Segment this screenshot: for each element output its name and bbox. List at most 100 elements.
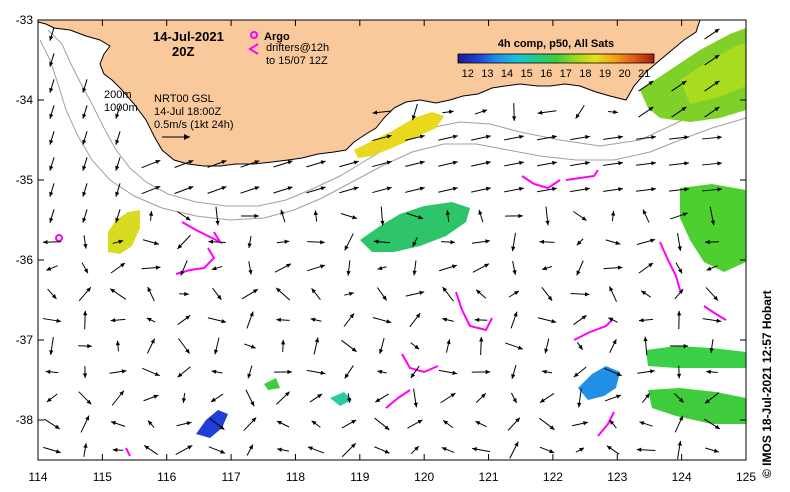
current-arrow [438, 186, 458, 193]
current-arrow [46, 265, 58, 271]
current-arrow [472, 447, 490, 453]
drifter-track [521, 175, 561, 190]
current-arrow [412, 260, 417, 276]
current-arrow [83, 235, 88, 249]
current-arrow [340, 213, 358, 220]
current-arrow [677, 232, 682, 252]
y-tick-label: -33 [16, 13, 34, 27]
current-arrow [212, 287, 222, 301]
current-arrow [475, 289, 487, 299]
current-arrow [539, 239, 555, 244]
current-arrow [511, 232, 516, 252]
drifter-track [659, 241, 681, 291]
current-arrow [49, 27, 55, 41]
current-arrow [339, 160, 359, 168]
sst-patch-kangaroo [354, 112, 444, 158]
current-arrow [675, 262, 683, 274]
current-arrow [478, 209, 484, 223]
current-arrow [341, 419, 357, 429]
current-arrow [81, 262, 89, 274]
current-arrow [46, 393, 58, 403]
current-arrow [504, 134, 524, 141]
current-arrow [245, 389, 255, 407]
current-arrow [45, 369, 59, 374]
current-arrow [410, 342, 420, 350]
current-arrow [541, 369, 553, 375]
current-arrow [603, 135, 623, 140]
current-arrow [406, 212, 424, 220]
current-arrow [115, 183, 121, 197]
current-arrow [606, 445, 620, 455]
current-arrow [43, 446, 61, 454]
current-arrow [508, 290, 520, 298]
sst-patch-east-south [646, 346, 746, 368]
current-arrow [674, 393, 684, 403]
current-arrow [82, 209, 88, 223]
current-arrow [576, 342, 584, 350]
current-arrow [141, 265, 161, 270]
contour-200m [47, 29, 747, 207]
current-arrow [344, 365, 354, 379]
current-arrow [276, 239, 290, 244]
current-arrow [703, 418, 721, 430]
current-arrow [247, 365, 253, 379]
current-arrow [78, 391, 92, 405]
velocity-time: 14-Jul 18:00Z [154, 106, 222, 118]
current-arrow [147, 286, 155, 302]
drifter-track [597, 411, 615, 437]
current-arrow [609, 286, 617, 302]
current-arrow [306, 264, 326, 272]
current-arrow [177, 315, 191, 325]
colorbar-tick-label: 19 [599, 68, 611, 80]
current-arrow [174, 186, 194, 194]
current-arrow [412, 237, 418, 247]
current-arrow [407, 419, 423, 429]
current-arrow [49, 183, 55, 197]
current-arrow [141, 185, 161, 195]
current-arrow [608, 317, 618, 323]
sst-patch-central [360, 202, 470, 252]
current-arrow [211, 265, 223, 271]
current-arrow [510, 311, 518, 329]
current-arrow [438, 264, 458, 272]
current-arrow [709, 206, 716, 226]
current-arrow [280, 209, 286, 223]
current-arrow [378, 337, 385, 355]
y-tick-label: -38 [16, 413, 34, 427]
current-arrow [275, 391, 291, 405]
current-arrow [706, 369, 718, 375]
current-arrow [83, 310, 88, 330]
current-arrow [507, 417, 521, 431]
y-tick-label: -37 [16, 333, 34, 347]
current-arrow [575, 447, 585, 453]
y-tick-label: -36 [16, 253, 34, 267]
current-arrow [339, 186, 359, 194]
current-arrow [372, 186, 392, 194]
current-arrow [537, 110, 557, 115]
sst-patch-southeast [648, 388, 746, 424]
current-arrow [512, 261, 517, 275]
sst-patches [108, 28, 746, 438]
current-arrow [174, 160, 194, 168]
current-arrow [409, 312, 421, 328]
current-arrow [274, 369, 292, 375]
current-arrow [471, 186, 491, 193]
current-arrow [115, 340, 121, 352]
drifter-track [385, 389, 411, 409]
current-arrow [405, 134, 425, 141]
current-arrow [636, 447, 656, 452]
x-tick-label: 121 [479, 470, 499, 484]
current-arrow [472, 263, 490, 273]
colorbar-tick-label: 13 [481, 68, 493, 80]
current-arrow [475, 420, 487, 428]
current-arrow [537, 160, 557, 167]
contour-200m-label: 200m [104, 89, 132, 101]
current-arrow [636, 161, 656, 166]
current-arrow [704, 54, 720, 66]
current-arrow [576, 238, 584, 246]
current-arrow [213, 337, 220, 355]
current-arrow [380, 206, 385, 226]
current-arrow [208, 239, 226, 244]
current-arrow [82, 183, 88, 197]
map-date: 14-Jul-2021 [153, 29, 224, 44]
